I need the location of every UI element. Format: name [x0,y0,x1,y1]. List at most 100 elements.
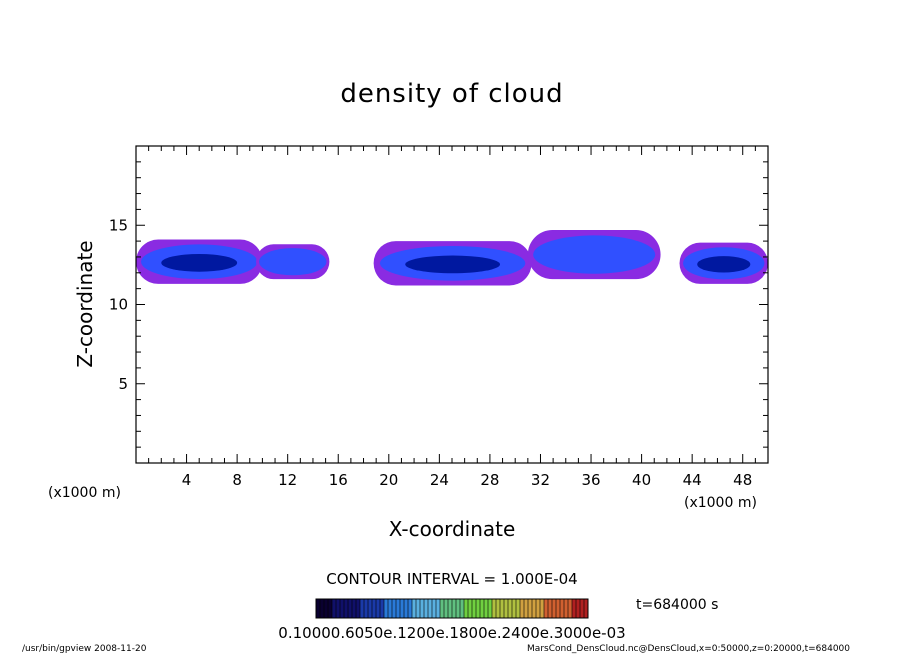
colorbar-cell [376,599,380,618]
colorbar-cell [580,599,584,618]
colorbar-cell [576,599,580,618]
cloud-layer [136,230,768,286]
colorbar-cell [428,599,432,618]
colorbar-cell [532,599,536,618]
colorbar-cell [372,599,376,618]
footer-left: /usr/bin/gpview 2008-11-20 [22,644,147,654]
colorbar-frame [315,598,589,619]
colorbar-cell [528,599,532,618]
colorbar-cell [480,599,484,618]
colorbar-cell [556,599,560,618]
y-tick-label: 15 [109,216,128,234]
colorbar-cell [476,599,480,618]
colorbar-cell [468,599,472,618]
x-tick-label: 48 [733,471,752,489]
colorbar-cell [356,599,360,618]
x-tick-label: 4 [182,471,192,489]
cloud-patch-3 [373,241,532,286]
colorbar-cell [352,599,356,618]
colorbar-cell [500,599,504,618]
cloud-patch-1 [136,239,263,284]
colorbar-cell [324,599,328,618]
y-tick-label: 10 [109,296,128,314]
colorbar-cell [388,599,392,618]
colorbar-cell [344,599,348,618]
colorbar-cell [492,599,496,618]
x-tick-label: 36 [581,471,600,489]
x-tick-label: 24 [430,471,449,489]
cloud-patch-5 [679,242,768,284]
colorbar-cell [404,599,408,618]
colorbar-cell [360,599,364,618]
colorbar-cell [412,599,416,618]
colorbar-cell [472,599,476,618]
colorbar-cell [484,599,488,618]
colorbar-cell [432,599,436,618]
chart-title: density of cloud [340,79,563,109]
colorbar-cell [584,599,588,618]
colorbar-cell [572,599,576,618]
colorbar-cell [396,599,400,618]
colorbar-cell [348,599,352,618]
colorbar-cell [564,599,568,618]
colorbar-cell [392,599,396,618]
x-tick-label: 32 [531,471,550,489]
x-axis-label: X-coordinate [389,517,516,541]
colorbar [315,599,588,618]
colorbar-cell [440,599,444,618]
colorbar-cell [340,599,344,618]
colorbar-cell [504,599,508,618]
x-tick-label: 8 [232,471,242,489]
colorbar-cell [496,599,500,618]
y-axis-label: Z-coordinate [73,240,97,367]
y-tick-label: 5 [118,375,128,393]
colorbar-cell [552,599,556,618]
colorbar-cell [540,599,544,618]
time-label: t=684000 s [636,597,718,613]
colorbar-cell [420,599,424,618]
colorbar-cell [316,599,320,618]
colorbar-cell [524,599,528,618]
colorbar-cell [536,599,540,618]
colorbar-cell [568,599,572,618]
colorbar-cell [520,599,524,618]
colorbar-cell [400,599,404,618]
colorbar-cell [444,599,448,618]
x-tick-label: 28 [480,471,499,489]
contour-interval-text: CONTOUR INTERVAL = 1.000E-04 [326,570,577,588]
x-tick-label: 12 [278,471,297,489]
colorbar-cell [456,599,460,618]
colorbar-cell [460,599,464,618]
colorbar-cell [332,599,336,618]
colorbar-cell [328,599,332,618]
x-tick-label: 40 [632,471,651,489]
colorbar-cell [364,599,368,618]
colorbar-cell [508,599,512,618]
colorbar-cell [464,599,468,618]
colorbar-cell [424,599,428,618]
colorbar-cell [544,599,548,618]
x-tick-label: 20 [379,471,398,489]
colorbar-labels: 0.10000.6050e.1200e.1800e.2400e.3000e-03 [278,624,625,642]
colorbar-cell [336,599,340,618]
colorbar-cell [448,599,452,618]
x-unit-label: (x1000 m) [684,495,757,511]
z-unit-label: (x1000 m) [48,485,121,501]
colorbar-cell [452,599,456,618]
colorbar-cell [384,599,388,618]
cloud-patch-2 [256,244,330,280]
colorbar-cell [488,599,492,618]
colorbar-cell [408,599,412,618]
colorbar-cell [368,599,372,618]
colorbar-cell [380,599,384,618]
colorbar-cell [436,599,440,618]
colorbar-cell [516,599,520,618]
cloud-patch-4 [527,230,661,280]
colorbar-cell [560,599,564,618]
colorbar-cell [512,599,516,618]
colorbar-cell [416,599,420,618]
footer-right: MarsCond_DensCloud.nc@DensCloud,x=0:5000… [527,644,850,654]
